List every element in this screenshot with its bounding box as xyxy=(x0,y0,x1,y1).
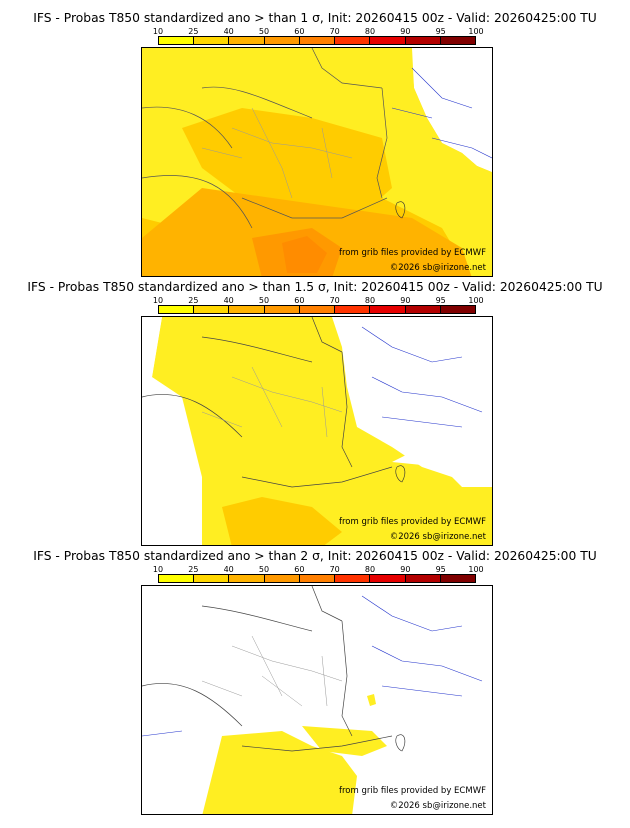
map-panel-2: IFS - Probas T850 standardized ano > tha… xyxy=(0,279,630,547)
colorbar-tick-label: 90 xyxy=(400,296,411,305)
colorbar-segment xyxy=(370,306,406,313)
map-panel-3: IFS - Probas T850 standardized ano > tha… xyxy=(0,548,630,816)
colorbar-segment xyxy=(194,575,230,582)
colorbar-ticks: 10 25 40 50 60 70 80 90 95 100 xyxy=(153,296,484,305)
colorbar: 10 25 40 50 60 70 80 90 95 100 xyxy=(153,296,484,316)
colorbar-tick-label: 10 xyxy=(152,296,164,305)
colorbar-tick-label: 25 xyxy=(188,27,199,36)
colorbar-segment xyxy=(194,306,230,313)
colorbar-bar xyxy=(158,36,476,45)
colorbar-tick-label: 10 xyxy=(152,27,164,36)
credit-source: from grib files provided by ECMWF xyxy=(339,517,486,527)
colorbar-segment xyxy=(299,306,336,313)
colorbar-tick-label: 90 xyxy=(400,565,411,574)
colorbar-segment xyxy=(299,37,336,44)
credit-copyright: ©2026 sb@irizone.net xyxy=(389,532,486,542)
colorbar-segment xyxy=(264,306,300,313)
colorbar-segment xyxy=(405,575,441,582)
colorbar-tick-label: 80 xyxy=(364,27,376,36)
colorbar-tick-label: 95 xyxy=(435,565,446,574)
map-1: from grib files provided by ECMWF ©2026 … xyxy=(141,47,493,277)
map-2: from grib files provided by ECMWF ©2026 … xyxy=(141,316,493,546)
colorbar-tick-label: 95 xyxy=(435,27,446,36)
colorbar-bar xyxy=(158,305,476,314)
colorbar-segment xyxy=(264,575,300,582)
colorbar-tick-label: 80 xyxy=(364,565,376,574)
colorbar-tick-label: 95 xyxy=(435,296,446,305)
colorbar-segment xyxy=(159,575,195,582)
colorbar: 10 25 40 50 60 70 80 90 95 100 xyxy=(153,565,484,585)
credit-copyright: ©2026 sb@irizone.net xyxy=(389,801,486,811)
colorbar-tick-label: 60 xyxy=(294,565,305,574)
colorbar-ticks: 10 25 40 50 60 70 80 90 95 100 xyxy=(153,27,484,36)
colorbar-segment xyxy=(405,37,441,44)
colorbar-tick-label: 10 xyxy=(152,565,164,574)
colorbar-segment xyxy=(440,37,475,44)
map-3: from grib files provided by ECMWF ©2026 … xyxy=(141,585,493,815)
colorbar-tick-label: 40 xyxy=(223,27,234,36)
colorbar-tick-label: 90 xyxy=(400,27,411,36)
colorbar-tick-label: 50 xyxy=(258,27,270,36)
colorbar-segment xyxy=(299,575,336,582)
colorbar-tick-label: 25 xyxy=(188,296,199,305)
colorbar-tick-label: 70 xyxy=(329,27,340,36)
colorbar-tick-label: 40 xyxy=(223,296,234,305)
colorbar-segment xyxy=(194,37,230,44)
colorbar-tick-label: 100 xyxy=(468,27,484,36)
colorbar-segment xyxy=(264,37,300,44)
colorbar-tick-label: 80 xyxy=(364,296,376,305)
colorbar-tick-label: 100 xyxy=(468,565,484,574)
colorbar-tick-label: 25 xyxy=(188,565,199,574)
probability-map-1 xyxy=(142,48,492,276)
colorbar-tick-label: 70 xyxy=(329,296,340,305)
colorbar-tick-label: 100 xyxy=(468,296,484,305)
credit-source: from grib files provided by ECMWF xyxy=(339,248,486,258)
probability-map-3 xyxy=(142,586,492,814)
colorbar-segment xyxy=(440,575,475,582)
colorbar: 10 25 40 50 60 70 80 90 95 100 xyxy=(153,27,484,47)
credit-source: from grib files provided by ECMWF xyxy=(339,786,486,796)
colorbar-segment xyxy=(229,575,265,582)
colorbar-segment xyxy=(335,37,371,44)
panel-title: IFS - Probas T850 standardized ano > tha… xyxy=(27,280,603,294)
map-panel-1: IFS - Probas T850 standardized ano > tha… xyxy=(0,10,630,278)
colorbar-segment xyxy=(405,306,441,313)
colorbar-segment xyxy=(370,575,406,582)
panel-title: IFS - Probas T850 standardized ano > tha… xyxy=(33,11,597,25)
colorbar-segment xyxy=(335,306,371,313)
credit-copyright: ©2026 sb@irizone.net xyxy=(389,263,486,273)
colorbar-tick-label: 60 xyxy=(294,27,305,36)
colorbar-ticks: 10 25 40 50 60 70 80 90 95 100 xyxy=(153,565,484,574)
colorbar-tick-label: 50 xyxy=(258,565,270,574)
probability-map-2 xyxy=(142,317,492,545)
colorbar-segment xyxy=(229,37,265,44)
panel-title: IFS - Probas T850 standardized ano > tha… xyxy=(33,549,597,563)
colorbar-segment xyxy=(335,575,371,582)
colorbar-tick-label: 40 xyxy=(223,565,234,574)
colorbar-segment xyxy=(229,306,265,313)
colorbar-segment xyxy=(159,306,195,313)
colorbar-bar xyxy=(158,574,476,583)
colorbar-segment xyxy=(159,37,195,44)
colorbar-tick-label: 60 xyxy=(294,296,305,305)
colorbar-segment xyxy=(370,37,406,44)
colorbar-tick-label: 50 xyxy=(258,296,270,305)
colorbar-segment xyxy=(440,306,475,313)
colorbar-tick-label: 70 xyxy=(329,565,340,574)
